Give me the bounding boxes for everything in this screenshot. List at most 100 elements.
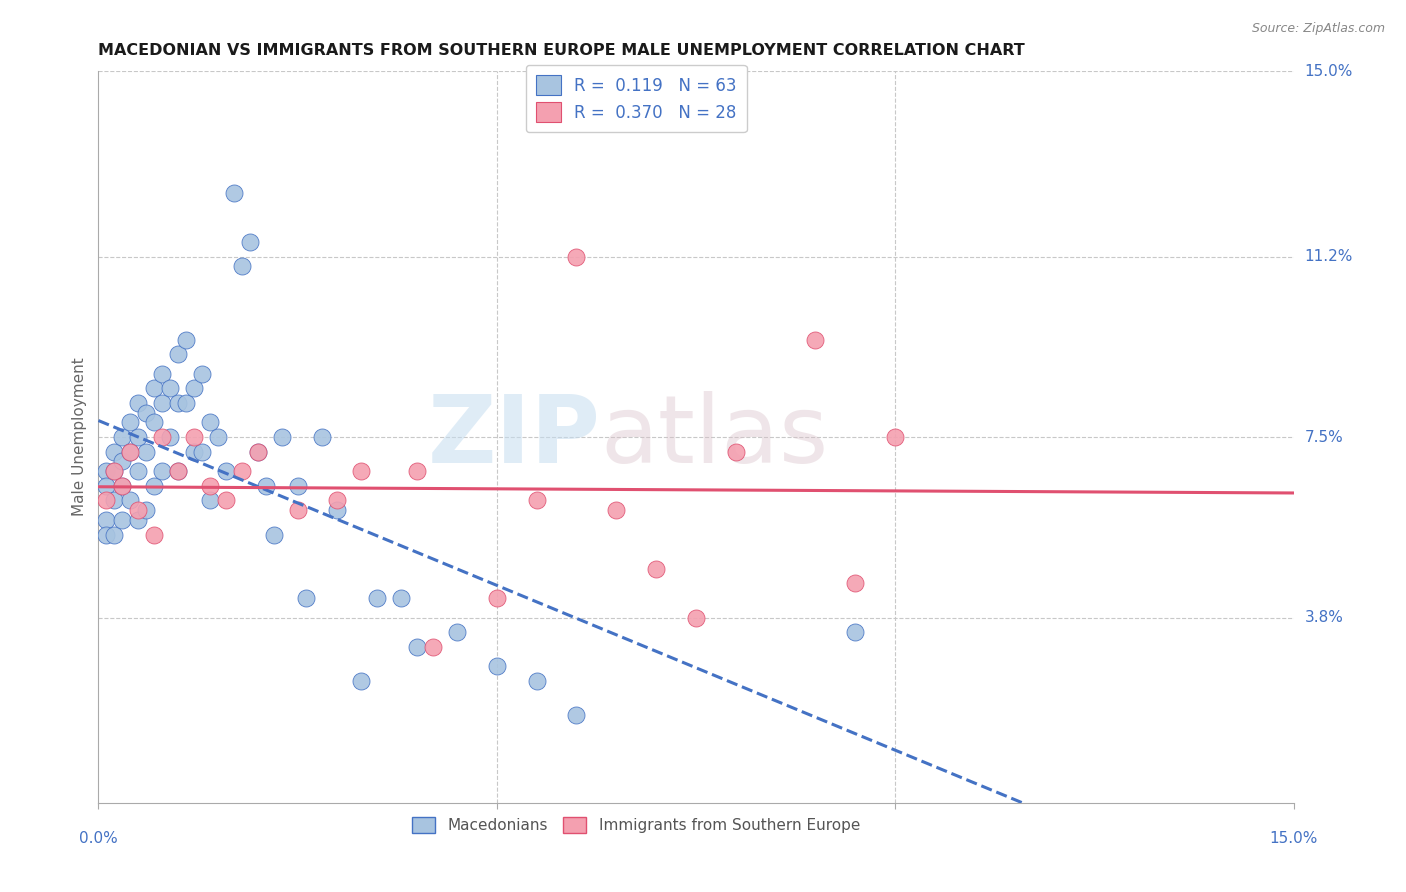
Point [96, 464, 118, 478]
Point [150, 430, 173, 444]
Text: 11.2%: 11.2% [1305, 249, 1353, 264]
Point [350, 673, 373, 688]
Point [485, 591, 508, 605]
Point [350, 464, 373, 478]
Point [406, 640, 429, 654]
Point [222, 186, 245, 201]
Point [111, 430, 134, 444]
Point [127, 513, 149, 527]
Point [120, 444, 142, 458]
Point [143, 381, 166, 395]
Point [167, 464, 190, 478]
Point [215, 493, 238, 508]
Point [120, 493, 142, 508]
Point [422, 640, 444, 654]
Point [366, 591, 388, 605]
Point [96, 513, 118, 527]
Point [183, 444, 205, 458]
Point [135, 406, 157, 420]
Text: 0.0%: 0.0% [79, 830, 118, 846]
Point [159, 430, 181, 444]
Point [191, 444, 214, 458]
Point [159, 381, 181, 395]
Point [103, 444, 125, 458]
Point [254, 479, 277, 493]
Point [231, 260, 253, 274]
Point [270, 430, 292, 444]
Point [111, 479, 134, 493]
Text: MACEDONIAN VS IMMIGRANTS FROM SOUTHERN EUROPE MALE UNEMPLOYMENT CORRELATION CHAR: MACEDONIAN VS IMMIGRANTS FROM SOUTHERN E… [98, 43, 1025, 58]
Point [111, 454, 134, 468]
Text: 15.0%: 15.0% [1305, 64, 1353, 78]
Point [103, 464, 125, 478]
Point [565, 708, 588, 723]
Text: 7.5%: 7.5% [1305, 430, 1343, 444]
Point [844, 576, 866, 591]
Point [406, 464, 429, 478]
Point [127, 430, 149, 444]
Point [111, 479, 134, 493]
Point [239, 235, 262, 249]
Point [103, 527, 125, 541]
Point [326, 503, 349, 517]
Point [246, 444, 269, 458]
Point [174, 333, 197, 347]
Point [311, 430, 333, 444]
Point [111, 513, 134, 527]
Text: Source: ZipAtlas.com: Source: ZipAtlas.com [1251, 22, 1385, 36]
Point [143, 416, 166, 430]
Point [287, 503, 309, 517]
Point [103, 493, 125, 508]
Text: ZIP: ZIP [427, 391, 600, 483]
Text: atlas: atlas [600, 391, 828, 483]
Point [389, 591, 412, 605]
Point [150, 464, 173, 478]
Point [96, 479, 118, 493]
Point [287, 479, 309, 493]
Point [120, 444, 142, 458]
Point [844, 625, 866, 640]
Text: 3.8%: 3.8% [1305, 610, 1344, 625]
Point [263, 527, 285, 541]
Point [526, 493, 548, 508]
Point [231, 464, 253, 478]
Point [127, 396, 149, 410]
Point [167, 464, 190, 478]
Point [167, 347, 190, 361]
Point [103, 464, 125, 478]
Legend: Macedonians, Immigrants from Southern Europe: Macedonians, Immigrants from Southern Eu… [406, 811, 866, 839]
Point [127, 503, 149, 517]
Point [143, 527, 166, 541]
Y-axis label: Male Unemployment: Male Unemployment [72, 358, 87, 516]
Point [804, 333, 827, 347]
Point [96, 527, 118, 541]
Point [174, 396, 197, 410]
Point [526, 673, 548, 688]
Point [135, 444, 157, 458]
Point [198, 493, 221, 508]
Point [685, 610, 707, 624]
Point [724, 444, 747, 458]
Point [183, 430, 205, 444]
Text: 15.0%: 15.0% [1270, 830, 1317, 846]
Point [167, 396, 190, 410]
Point [485, 659, 508, 673]
Point [446, 625, 468, 640]
Point [884, 430, 907, 444]
Point [191, 367, 214, 381]
Point [207, 430, 229, 444]
Point [198, 416, 221, 430]
Point [246, 444, 269, 458]
Point [150, 367, 173, 381]
Point [294, 591, 316, 605]
Point [143, 479, 166, 493]
Point [605, 503, 627, 517]
Point [645, 562, 668, 576]
Point [96, 493, 118, 508]
Point [150, 396, 173, 410]
Point [127, 464, 149, 478]
Point [120, 416, 142, 430]
Point [135, 503, 157, 517]
Point [198, 479, 221, 493]
Point [565, 250, 588, 264]
